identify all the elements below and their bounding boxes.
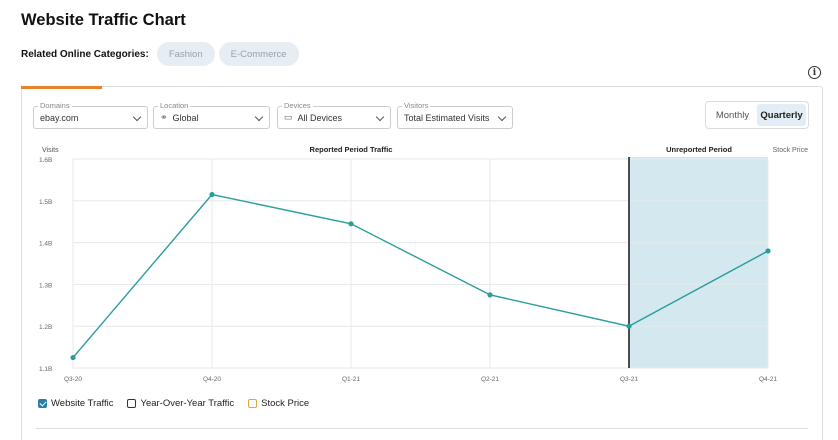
stock-price-axis-title: Stock Price (773, 147, 809, 154)
location-value: Global (172, 112, 199, 123)
devices-dropdown[interactable]: Devices ▭ All Devices (277, 101, 391, 129)
website-traffic-points (70, 191, 771, 361)
devices-label: Devices (282, 101, 313, 110)
globe-icon: ⚭ (160, 112, 168, 122)
y-tick-label: 1.3B (39, 282, 52, 289)
y-tick-labels: 1.6B 1.5B 1.4B 1.3B 1.2B 1.1B (39, 157, 52, 373)
data-point[interactable] (209, 191, 215, 198)
legend-website-traffic[interactable]: Website Traffic (38, 398, 113, 409)
location-label: Location (158, 101, 191, 110)
legend-stock-price[interactable]: Stock Price (248, 398, 309, 409)
y-tick-label: 1.1B (39, 366, 52, 373)
x-tick-label: Q4-20 (203, 376, 221, 383)
toggle-quarterly[interactable]: Quarterly (757, 104, 806, 126)
y-tick-label: 1.6B (39, 157, 52, 164)
visitors-value: Total Estimated Visits (404, 112, 490, 123)
monitor-icon: ▭ (284, 112, 293, 122)
period-toggle: Monthly Quarterly (705, 101, 809, 129)
category-pill-fashion[interactable]: Fashion (156, 42, 215, 66)
domains-label: Domains (38, 101, 72, 110)
y-axis-title: Visits (42, 147, 59, 154)
location-dropdown[interactable]: Location ⚭ Global (153, 101, 270, 129)
devices-value: All Devices (297, 112, 343, 123)
data-point[interactable] (487, 292, 493, 298)
domains-dropdown[interactable]: Domains ebay.com (33, 101, 148, 129)
x-tick-label: Q1-21 (342, 376, 360, 383)
reported-period-label: Reported Period Traffic (310, 145, 393, 154)
website-traffic-line (72, 193, 769, 359)
legend-label: Year-Over-Year Traffic (140, 398, 235, 409)
unreported-period-label: Unreported Period (666, 145, 732, 154)
y-tick-label: 1.5B (39, 199, 52, 206)
legend-label: Stock Price (261, 398, 310, 409)
visitors-label: Visitors (402, 101, 431, 110)
domains-value: ebay.com (40, 112, 79, 123)
panel-divider (36, 428, 808, 429)
page-title: Website Traffic Chart (21, 11, 186, 29)
checkbox-icon[interactable] (127, 399, 137, 408)
legend-label: Website Traffic (51, 398, 114, 409)
data-point[interactable] (626, 323, 632, 329)
x-tick-label: Q3-20 (64, 376, 82, 383)
chart-legend: Website Traffic Year-Over-Year Traffic S… (38, 398, 323, 409)
data-point[interactable] (348, 221, 354, 227)
checkbox-icon[interactable] (248, 399, 258, 408)
category-pill-ecommerce[interactable]: E-Commerce (218, 42, 299, 66)
data-point[interactable] (70, 354, 76, 361)
info-icon[interactable]: i (808, 66, 821, 79)
panel-tab-accent (21, 86, 102, 89)
data-point[interactable] (765, 248, 771, 254)
x-tick-label: Q2-21 (481, 376, 499, 383)
legend-yoy-traffic[interactable]: Year-Over-Year Traffic (127, 398, 234, 409)
visitors-dropdown[interactable]: Visitors Total Estimated Visits (397, 101, 513, 129)
chart-panel (21, 86, 823, 440)
categories-label: Related Online Categories: (21, 48, 149, 60)
toggle-monthly[interactable]: Monthly (715, 109, 750, 121)
checkbox-icon[interactable] (38, 399, 47, 408)
unreported-band (629, 157, 768, 368)
x-tick-labels: Q3-20 Q4-20 Q1-21 Q2-21 Q3-21 Q4-21 (64, 376, 777, 383)
x-tick-label: Q3-21 (620, 376, 638, 383)
y-tick-label: 1.2B (39, 324, 52, 331)
related-categories: Related Online Categories: Fashion E-Com… (21, 42, 299, 66)
y-tick-label: 1.4B (39, 241, 52, 248)
x-tick-label: Q4-21 (759, 376, 777, 383)
